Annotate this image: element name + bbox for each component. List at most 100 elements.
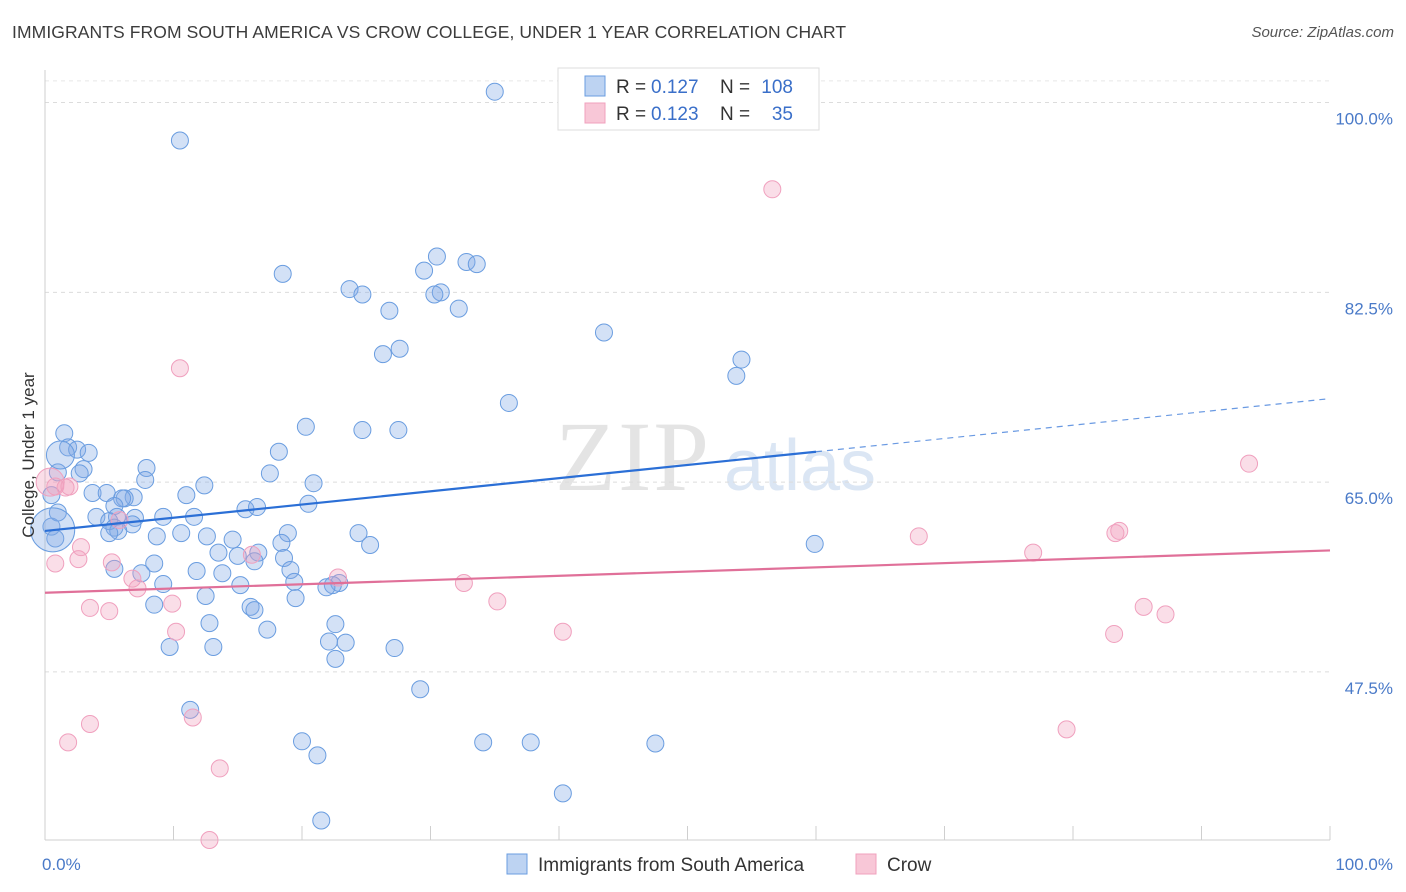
point-crow-large-1 bbox=[35, 467, 65, 497]
point-immigrants-8 bbox=[431, 283, 450, 302]
point-immigrants-12 bbox=[380, 301, 399, 320]
point-crow-14 bbox=[123, 569, 142, 588]
point-immigrants-72 bbox=[213, 564, 232, 583]
axes bbox=[44, 70, 1331, 841]
point-immigrants-20 bbox=[353, 421, 372, 440]
trend-line-immigrants bbox=[44, 450, 817, 533]
point-immigrants-101 bbox=[553, 784, 572, 803]
point-immigrants-96 bbox=[293, 732, 311, 751]
point-immigrants-90 bbox=[204, 637, 223, 656]
point-immigrants-62 bbox=[209, 543, 228, 562]
point-immigrants-67 bbox=[145, 554, 164, 573]
point-immigrants-7 bbox=[449, 299, 468, 318]
point-crow-1 bbox=[170, 359, 189, 378]
legend-n-label-2: N = bbox=[720, 104, 750, 125]
point-immigrants-87 bbox=[319, 632, 338, 651]
point-immigrants-69 bbox=[132, 564, 151, 583]
point-immigrants-70 bbox=[187, 562, 206, 581]
point-immigrants-9 bbox=[425, 285, 444, 304]
point-crow-20 bbox=[100, 602, 119, 621]
point-immigrants-34 bbox=[83, 483, 102, 502]
point-immigrants-11 bbox=[353, 285, 372, 304]
point-crow-29 bbox=[80, 714, 99, 733]
bottom-legend-label-2: Crow bbox=[887, 855, 932, 876]
legend-n-value-2: 35 bbox=[772, 104, 793, 125]
point-immigrants-25 bbox=[79, 443, 98, 462]
point-immigrants-1 bbox=[170, 131, 189, 150]
point-immigrants-31 bbox=[136, 470, 155, 489]
legend-swatch-series-1 bbox=[584, 75, 606, 97]
point-immigrants-56 bbox=[197, 527, 216, 546]
point-crow-10 bbox=[1024, 543, 1043, 562]
legend-r-value-1: 0.127 bbox=[651, 77, 699, 98]
x-tick-label-0: 0.0% bbox=[42, 855, 81, 874]
point-immigrants-61 bbox=[361, 536, 380, 555]
point-immigrants-28 bbox=[70, 464, 89, 483]
y-tick-label-1: 82.5% bbox=[1345, 299, 1393, 318]
point-immigrants-6 bbox=[273, 264, 292, 283]
point-immigrants-5 bbox=[415, 261, 434, 280]
point-immigrants-13 bbox=[594, 323, 613, 342]
point-immigrants-17 bbox=[727, 366, 746, 385]
watermark-zip: ZIP bbox=[555, 401, 711, 512]
point-immigrants-23 bbox=[59, 438, 78, 457]
point-crow-25 bbox=[1134, 597, 1153, 616]
point-immigrants-33 bbox=[304, 474, 323, 493]
point-crow-21 bbox=[163, 594, 182, 613]
point-immigrants-30 bbox=[269, 442, 288, 461]
point-crow-19 bbox=[80, 598, 99, 617]
point-crow-2 bbox=[1240, 454, 1259, 473]
point-immigrants-64 bbox=[228, 546, 247, 565]
trend-line-crow bbox=[44, 549, 1331, 594]
point-immigrants-58 bbox=[349, 524, 368, 543]
point-immigrants-89 bbox=[160, 637, 179, 656]
point-immigrants-16 bbox=[732, 350, 751, 369]
point-crow-11 bbox=[46, 554, 65, 573]
point-crow-31 bbox=[210, 759, 229, 778]
y-tick-label-2: 65.0% bbox=[1345, 489, 1393, 508]
point-immigrants-39 bbox=[113, 489, 132, 508]
point-immigrants-79 bbox=[196, 586, 215, 605]
tick-labels: 100.0% 82.5% 65.0% 47.5% 0.0% 100.0% bbox=[42, 110, 1393, 874]
y-tick-label-3: 47.5% bbox=[1345, 679, 1393, 698]
point-immigrants-15 bbox=[373, 345, 392, 364]
legend-r-label-2: R = bbox=[616, 104, 646, 125]
point-crow-33 bbox=[200, 831, 219, 849]
point-immigrants-59 bbox=[223, 530, 242, 549]
point-immigrants-85 bbox=[258, 620, 277, 639]
x-tick-label-1: 100.0% bbox=[1335, 855, 1393, 874]
point-immigrants-98 bbox=[521, 733, 540, 752]
point-crow-8 bbox=[1110, 521, 1129, 540]
bottom-legend: Immigrants from South America Crow bbox=[506, 853, 932, 876]
point-immigrants-4 bbox=[427, 247, 446, 266]
point-immigrants-92 bbox=[326, 649, 345, 668]
point-immigrants-36 bbox=[124, 488, 143, 507]
point-crow-32 bbox=[1057, 720, 1076, 739]
point-crow-22 bbox=[488, 592, 507, 611]
y-axis-title: College, Under 1 year bbox=[19, 372, 38, 538]
point-immigrants-19 bbox=[296, 417, 315, 436]
point-crow-9 bbox=[71, 538, 90, 557]
point-immigrants-93 bbox=[805, 534, 824, 553]
point-immigrants-32 bbox=[195, 476, 214, 495]
point-immigrants-94 bbox=[411, 680, 430, 699]
point-immigrants-18 bbox=[499, 393, 518, 412]
point-immigrants-66 bbox=[275, 549, 294, 568]
chart-source: Source: ZipAtlas.com bbox=[1251, 24, 1394, 41]
legend-n-label-1: N = bbox=[720, 77, 750, 98]
legend-swatch-series-2 bbox=[584, 102, 606, 124]
point-immigrants-63 bbox=[249, 543, 268, 562]
point-immigrants-38 bbox=[177, 486, 196, 505]
point-immigrants-57 bbox=[278, 524, 297, 543]
point-crow-27 bbox=[1105, 624, 1124, 643]
legend-r-label-1: R = bbox=[616, 77, 646, 98]
point-immigrants-43 bbox=[248, 498, 267, 517]
bottom-legend-label-1: Immigrants from South America bbox=[538, 855, 805, 876]
point-crow-34 bbox=[110, 511, 129, 530]
top-legend: R = 0.127 N = 108 R = 0.123 N = 35 bbox=[557, 67, 820, 131]
point-immigrants-24 bbox=[68, 440, 87, 459]
point-immigrants-60 bbox=[272, 533, 291, 552]
bottom-legend-swatch-1 bbox=[506, 853, 528, 875]
point-immigrants-0 bbox=[485, 82, 504, 101]
